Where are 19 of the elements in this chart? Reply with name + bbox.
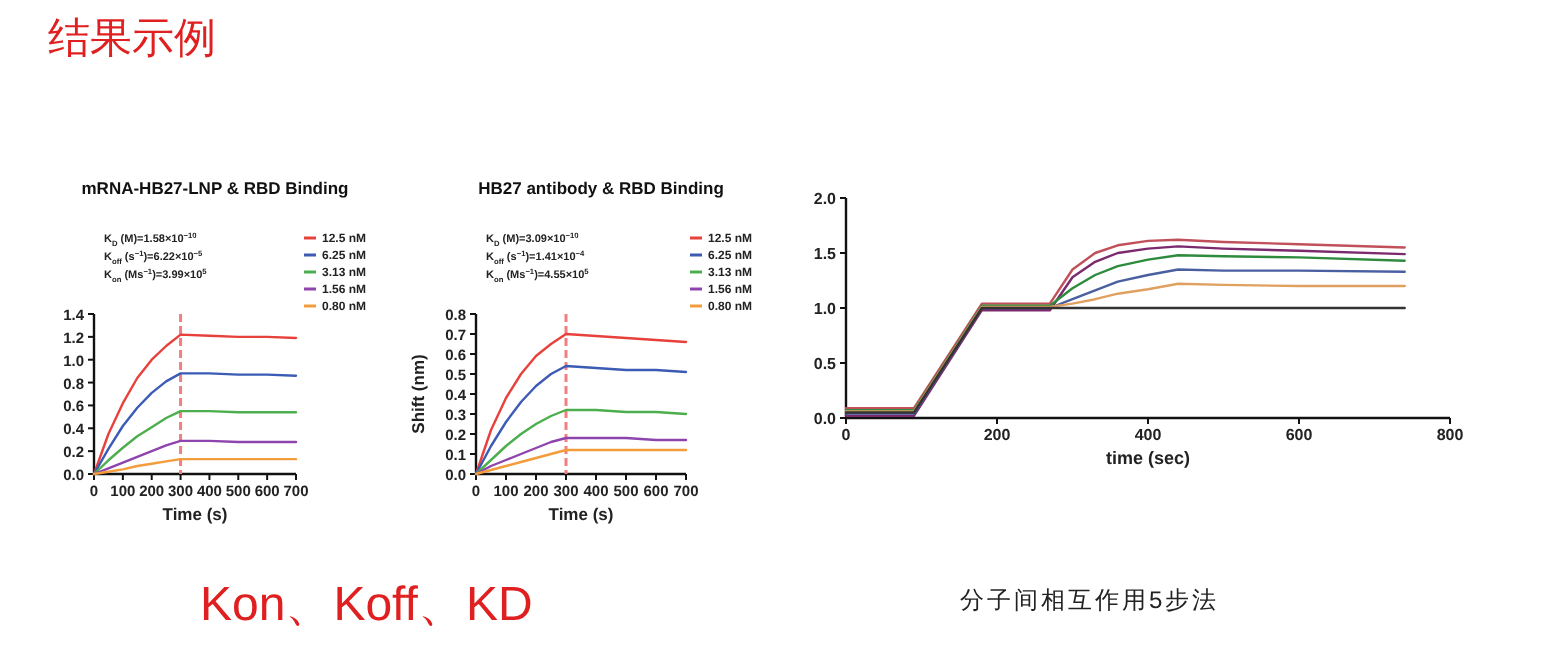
- x-tick-label: 0: [841, 426, 852, 444]
- x-axis-title: Time (s): [162, 504, 228, 524]
- x-tick-label: 600: [1285, 426, 1314, 444]
- y-tick-label: 0.0: [813, 410, 838, 428]
- x-axis-title: Time (s): [548, 504, 614, 524]
- x-tick-label: 800: [1436, 426, 1465, 444]
- y-tick-label: 1.5: [813, 245, 838, 263]
- y-tick-label: 0.5: [813, 355, 838, 373]
- y-tick-label: 1.0: [813, 300, 838, 318]
- x-tick-label: 400: [1134, 426, 1163, 444]
- chart-title: HB27 antibody & RBD Binding: [478, 178, 724, 198]
- x-axis-title: time (sec): [1105, 448, 1191, 468]
- y-axis-title: Shift (nm): [408, 354, 428, 434]
- y-tick-label: 2.0: [813, 190, 838, 208]
- text: Kon、Koff、KD: [200, 578, 533, 632]
- chart-title: mRNA-HB27-LNP & RBD Binding: [81, 178, 349, 198]
- text: 分子间相互作用5步法: [960, 586, 1220, 614]
- x-tick-label: 200: [983, 426, 1012, 444]
- text: 结果示例: [48, 16, 216, 62]
